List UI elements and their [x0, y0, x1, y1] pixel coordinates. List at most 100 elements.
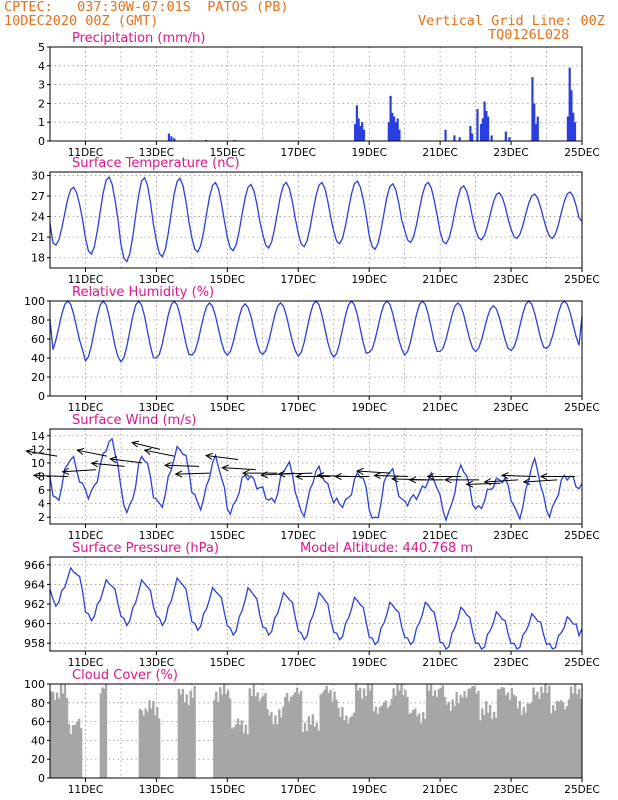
cloud-column [508, 700, 512, 778]
cloud-column [561, 702, 565, 778]
cloud-column [526, 703, 529, 778]
y-tick-label: 4 [38, 498, 45, 511]
cloud-column [404, 689, 407, 778]
x-tick-label: 11DEC [68, 530, 103, 542]
cloud-column [59, 684, 63, 778]
header-model-id: TQ0126L028 [488, 27, 570, 43]
cloud-column [55, 692, 59, 778]
cloud-column [538, 698, 541, 778]
cloud-column [101, 687, 104, 778]
x-tick-label: 23DEC [493, 274, 528, 286]
cloud-column [154, 715, 157, 778]
precip-bar [458, 137, 461, 141]
cloud-column [299, 690, 303, 778]
cloud-column [333, 691, 336, 778]
cloud-column [400, 684, 403, 778]
y-tick-label: 20 [31, 371, 45, 384]
x-tick-label: 15DEC [210, 147, 245, 159]
cloud-column [258, 701, 261, 778]
cloud-column [552, 705, 555, 778]
cloud-column [276, 724, 279, 778]
cloud-column [67, 723, 71, 778]
cloud-column [520, 714, 523, 778]
cloud-column [213, 699, 216, 778]
cloud-column [144, 708, 147, 778]
cloud-column [61, 693, 65, 778]
cloud-column [242, 733, 246, 778]
precip-bar [387, 122, 390, 141]
cloud-column [555, 700, 559, 778]
panel-frame [49, 428, 583, 525]
cloud-column [250, 695, 253, 778]
cloud-column [288, 701, 291, 778]
y-tick-label: 18 [31, 252, 45, 265]
wind-arrowhead [500, 472, 509, 480]
cloud-column [532, 687, 535, 778]
cloud-column [502, 687, 506, 778]
x-tick-label: 23DEC [493, 784, 528, 796]
panel-frame [49, 171, 583, 269]
cloud-column [571, 693, 575, 778]
cloud-column [303, 722, 307, 778]
precip-bar [398, 129, 401, 141]
precip-bar [355, 105, 358, 141]
precip-bar [389, 95, 392, 141]
series-line [49, 299, 583, 363]
wind-arrowhead [109, 456, 118, 464]
cloud-column [148, 700, 151, 778]
wind-arrowhead [221, 464, 229, 472]
cloud-column [351, 715, 354, 778]
cloud-column [447, 701, 450, 778]
cloud-column [398, 690, 401, 778]
wind-arrowhead [32, 472, 41, 480]
wind-arrowhead [390, 475, 399, 483]
x-tick-label: 15DEC [210, 530, 245, 542]
cloud-column [323, 689, 326, 778]
cloud-column [406, 696, 409, 778]
series-line [49, 566, 583, 651]
cloud-column [260, 697, 263, 778]
cloud-column [473, 686, 476, 778]
wind-vector [110, 458, 143, 464]
series-line [49, 175, 583, 263]
cloud-column [384, 700, 387, 778]
wind-arrowhead [373, 472, 381, 480]
precip-bar [490, 135, 493, 141]
cloud-column [382, 702, 385, 778]
cloud-column [254, 696, 257, 778]
cloud-column [396, 684, 399, 778]
cloud-column [565, 706, 569, 778]
cloud-column [524, 712, 527, 778]
cloud-column [514, 696, 517, 778]
precip-bar [469, 125, 472, 141]
cloud-column [104, 684, 108, 778]
cloud-column [518, 700, 521, 778]
x-tick-label: 25DEC [564, 147, 599, 159]
wind-vector [144, 449, 175, 457]
cloud-column [433, 690, 437, 778]
cloud-column [266, 709, 269, 778]
wind-vector [175, 472, 210, 475]
cloud-column [228, 698, 232, 778]
cloud-column [453, 706, 456, 778]
cloud-column [441, 685, 445, 778]
cloud-column [461, 697, 464, 778]
series-line [49, 437, 583, 523]
precip-bar [394, 122, 397, 141]
panel-3: Relative Humidity (%) 0 20 40 60 80 100 11DEC 13… [24, 285, 600, 414]
wind-arrowhead [90, 460, 99, 468]
cloud-column [475, 693, 478, 778]
cloud-column [301, 732, 305, 778]
cloud-column [329, 689, 332, 778]
cloud-column [567, 699, 571, 778]
cloud-column [73, 724, 77, 778]
y-tick-label: 40 [31, 352, 45, 365]
x-tick-label: 21DEC [422, 784, 457, 796]
precip-bar [487, 116, 490, 141]
x-tick-label: 13DEC [139, 274, 174, 286]
precip-bar [476, 109, 479, 141]
cloud-column [335, 699, 338, 778]
panel-1: Precipitation (mm/h) 0 1 2 3 4 5 11DEC 13DEC 15DE… [38, 31, 600, 159]
cloud-column [252, 684, 255, 778]
